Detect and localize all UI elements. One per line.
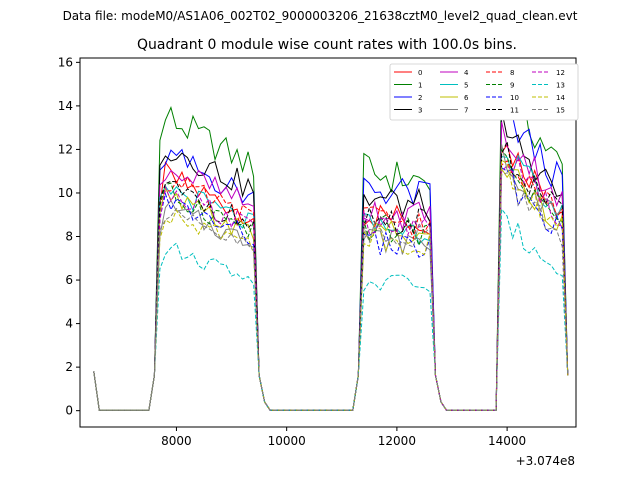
axes-frame bbox=[79, 57, 577, 428]
y-tick-label: 8 bbox=[65, 230, 73, 244]
chart-title: Quadrant 0 module wise count rates with … bbox=[137, 37, 517, 53]
legend-label: 11 bbox=[510, 107, 519, 115]
y-tick-label: 16 bbox=[58, 55, 73, 69]
legend-label: 6 bbox=[464, 94, 469, 102]
y-tick-label: 10 bbox=[58, 186, 73, 200]
legend-label: 14 bbox=[556, 94, 565, 102]
x-axis-offset-label: +3.074e8 bbox=[516, 454, 575, 468]
y-tick-label: 2 bbox=[65, 360, 73, 374]
legend-label: 2 bbox=[418, 94, 422, 102]
x-tick-label: 10000 bbox=[268, 434, 306, 448]
legend-label: 15 bbox=[556, 107, 565, 115]
legend-label: 13 bbox=[556, 82, 565, 90]
series-line-14 bbox=[93, 159, 569, 411]
figure-suptitle: Data file: modeM0/AS1A06_002T02_90000032… bbox=[63, 9, 578, 23]
legend-label: 5 bbox=[464, 82, 468, 90]
series-line-15 bbox=[93, 172, 569, 411]
legend-box bbox=[389, 63, 579, 121]
x-tick-label: 14000 bbox=[488, 434, 526, 448]
legend-label: 12 bbox=[556, 69, 565, 77]
legend-label: 8 bbox=[510, 69, 514, 77]
legend-label: 1 bbox=[418, 82, 422, 90]
legend-label: 10 bbox=[510, 94, 519, 102]
plot-area bbox=[93, 77, 569, 411]
legend-label: 3 bbox=[418, 107, 422, 115]
legend-label: 7 bbox=[464, 107, 468, 115]
y-tick-label: 6 bbox=[65, 273, 73, 287]
legend-label: 9 bbox=[510, 82, 514, 90]
legend-label: 0 bbox=[418, 69, 422, 77]
y-tick-label: 14 bbox=[58, 99, 73, 113]
y-tick-label: 0 bbox=[65, 404, 73, 418]
y-tick-label: 4 bbox=[65, 317, 73, 331]
x-tick-label: 12000 bbox=[378, 434, 416, 448]
x-tick-label: 8000 bbox=[161, 434, 192, 448]
legend-label: 4 bbox=[464, 69, 469, 77]
y-tick-label: 12 bbox=[58, 142, 73, 156]
